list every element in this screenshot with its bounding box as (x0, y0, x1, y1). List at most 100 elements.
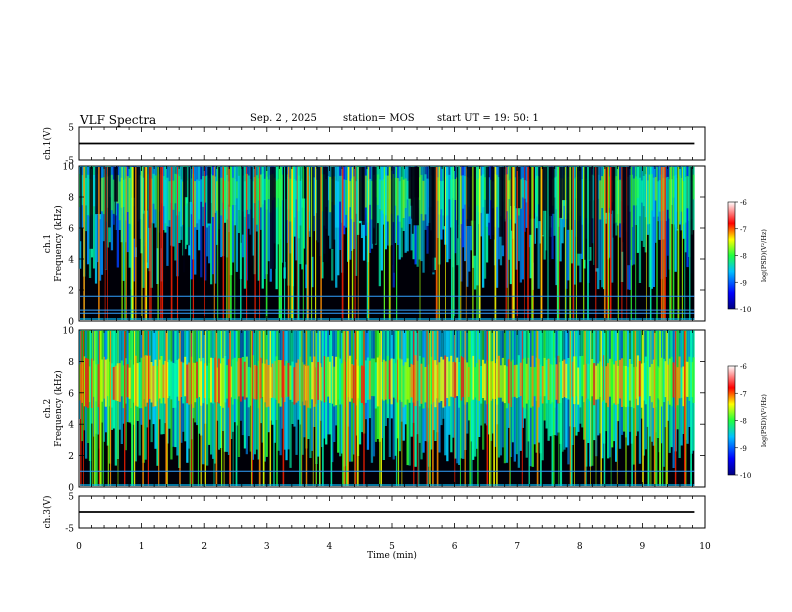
spectrogram-cell (476, 363, 479, 401)
y-axis-label: Frequency (kHz) (53, 205, 64, 282)
spectrogram-cell (454, 166, 457, 254)
spectrogram-cell (688, 356, 691, 401)
spectrogram-cell (654, 166, 657, 243)
spectrogram-cell (128, 177, 131, 224)
spectrogram-cell (674, 174, 677, 228)
spectrogram-cell (521, 177, 524, 198)
spectrogram-cell (523, 357, 526, 409)
spectrogram-cell (672, 330, 675, 468)
spectrogram-cell (86, 174, 90, 216)
spectrogram-cell (352, 176, 356, 222)
spectrogram-cell (349, 166, 352, 260)
spectrogram-cell (650, 166, 653, 289)
spectrogram-cell (378, 179, 381, 210)
spectrogram-cell (208, 363, 211, 399)
spectrogram-cell (618, 359, 622, 399)
spectrogram-cell (628, 175, 632, 212)
spectrogram-cell (341, 363, 344, 405)
spectrogram-cell (156, 366, 159, 402)
spectrogram-cell (525, 181, 528, 203)
spectrogram-cell (394, 363, 397, 399)
spectrogram-cell (263, 178, 266, 201)
spectrogram-cell (323, 356, 326, 403)
spectrogram-cell (253, 364, 256, 400)
spectrogram-cell (553, 177, 556, 198)
spectrogram-cell (636, 179, 640, 198)
spectrogram-cell (251, 181, 254, 219)
spectrogram-cell (640, 363, 644, 408)
spectrogram-cell (299, 180, 302, 226)
spectrogram-cell (317, 362, 320, 400)
spectrogram-cell (368, 178, 372, 205)
spectrogram-cell (229, 366, 233, 398)
spectrogram-cell (85, 177, 88, 206)
spectrogram-cell (104, 359, 108, 407)
ch1-waveform-panel: 5 -5 ch.1(V) (42, 124, 706, 167)
spectrogram-cell (531, 355, 534, 407)
spectrogram-cell (386, 355, 389, 404)
spectrogram-cell (676, 367, 679, 406)
spectrogram-cell (640, 180, 644, 203)
spectrogram-cell (210, 166, 213, 285)
spectrogram-cell (618, 179, 622, 224)
spectrogram-cell (370, 330, 374, 463)
spectrogram-cell (622, 365, 626, 407)
spectrogram-cell (303, 364, 306, 406)
spectrogram-cell (440, 181, 443, 210)
spectrogram-cell (499, 167, 503, 237)
spectrogram-cell (565, 363, 568, 399)
spectrogram-cell (601, 176, 604, 208)
spectrogram-cell (231, 166, 235, 263)
spectrogram-cell (327, 166, 330, 236)
spectrogram-cell (521, 358, 524, 408)
spectrogram-cell (599, 166, 602, 280)
spectrogram-cell (182, 362, 185, 404)
spectrogram-cell (567, 358, 570, 400)
spectrogram-cell (431, 167, 437, 258)
spectrogram-cell (662, 358, 665, 403)
spectrogram-cell (497, 177, 501, 228)
spectrogram-cell (102, 356, 106, 399)
spectrogram-cell (81, 362, 84, 403)
spectrogram-cell (313, 177, 316, 216)
spectrogram-cell (422, 180, 425, 221)
spectrogram-cell (636, 355, 640, 406)
spectrogram-cell (261, 166, 264, 289)
spectrogram-cell (335, 180, 338, 228)
spectrogram-cell (638, 330, 642, 464)
spectrogram-cell (124, 358, 127, 404)
spectrogram-cell (257, 166, 260, 281)
spectrogram-cell (322, 167, 328, 263)
y-tick-label: 10 (63, 327, 75, 337)
spectrogram-cell (360, 365, 364, 403)
spectrogram-cell (519, 362, 522, 396)
y-tick-label: -5 (65, 157, 74, 167)
spectrogram-cell (302, 167, 308, 199)
colorbar-tick-label: -9 (740, 279, 747, 287)
spectrogram-cell (581, 179, 584, 225)
spectrogram-cell (668, 358, 671, 405)
spectrogram-cell (474, 367, 477, 398)
spectrogram-cell (110, 174, 114, 211)
spectrogram-cell (350, 364, 354, 399)
spectrogram-cell (301, 166, 304, 270)
spectrogram-cell (472, 355, 475, 400)
ch3-waveform-panel: 5 -5 ch.3(V) (42, 493, 706, 535)
spectrogram-cell (509, 166, 513, 285)
spectrogram-cell (587, 363, 590, 399)
spectrogram-cell (170, 361, 173, 400)
spectrogram-cell (468, 367, 471, 397)
spectrogram-cell (547, 358, 550, 400)
spectrogram-cell (202, 357, 205, 404)
spectrogram-cell (289, 365, 292, 400)
spectrogram-cell (418, 355, 421, 407)
spectrogram-cell (517, 355, 520, 398)
spectrogram-cell (162, 364, 165, 398)
spectrogram-cell (571, 166, 574, 264)
colorbar-tick-label: -6 (740, 199, 747, 207)
spectrogram-cell (648, 174, 651, 224)
spectrogram-cell (537, 166, 540, 289)
spectrogram-cell (189, 167, 192, 202)
spectrogram-cell (144, 355, 147, 407)
